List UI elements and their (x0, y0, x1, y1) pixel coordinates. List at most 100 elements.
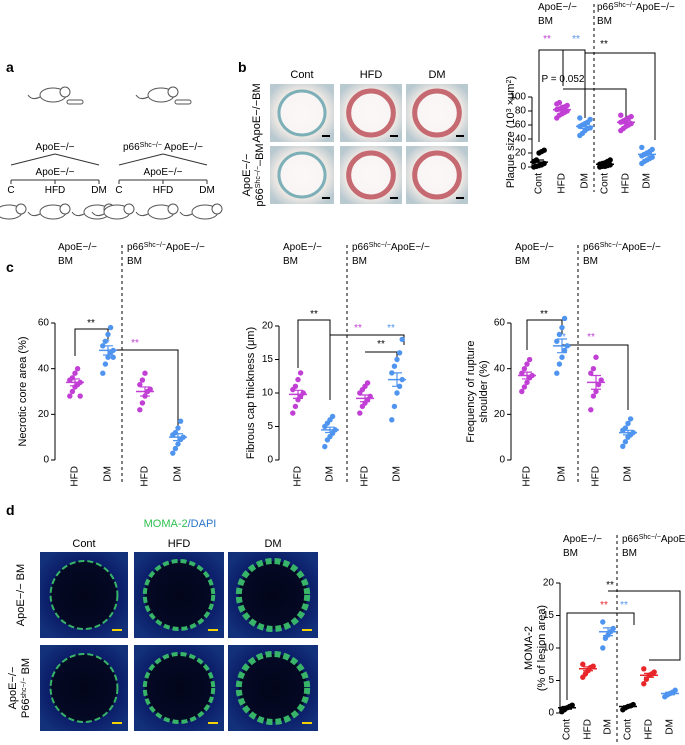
text-part: p66 (583, 242, 600, 253)
group-header: ApoE−/− (58, 242, 97, 253)
mouse-icon (27, 211, 41, 217)
group-header: BM (563, 548, 578, 559)
bone-icon (66, 99, 84, 105)
text-part: ApoE−/− (241, 154, 253, 197)
bone-icon (174, 99, 192, 105)
y-axis-label: Frequency of rupture (465, 340, 477, 442)
lesion (346, 88, 396, 138)
group-header: BM (352, 256, 367, 267)
significance: ** (600, 39, 608, 50)
data-point (77, 393, 83, 399)
data-point (69, 375, 76, 381)
error-bar (583, 666, 593, 672)
strain-label: p66Shc−/− ApoE−/− (123, 142, 203, 154)
x-tick-label: HFD (557, 173, 568, 194)
x-tick-label: Cont (623, 719, 634, 740)
group-label: HFD (45, 185, 66, 196)
data-point (600, 645, 606, 651)
data-point (74, 365, 81, 372)
text-part: BM (622, 548, 637, 559)
text-part: ApoE−/− (622, 242, 661, 253)
group-header: BM (515, 256, 530, 267)
x-tick-label: DM (392, 466, 403, 482)
significance: ** (620, 600, 628, 611)
text-part: p66 (123, 142, 140, 153)
data-point (102, 361, 109, 367)
text-part: BM (127, 256, 142, 267)
y-axis-label: (% of lesion area) (536, 605, 548, 691)
x-tick-label: HFD (583, 719, 594, 740)
data-point (559, 324, 565, 331)
data-point (297, 370, 304, 376)
text-part: ApoE−/− (515, 242, 554, 253)
mouse-icon (59, 86, 71, 98)
x-tick-label: HFD (644, 719, 655, 740)
data-point (600, 619, 606, 625)
error-bar (665, 691, 675, 696)
text-part: ApoE−/− (661, 534, 685, 545)
data-point (105, 331, 111, 338)
data-point (357, 410, 363, 416)
x-tick-label: DM (642, 173, 653, 189)
x-tick-label: HFD (621, 173, 632, 194)
group-header: ApoE−/− (283, 242, 322, 253)
strain-label: ApoE−/− (36, 142, 75, 153)
group-header: BM (583, 256, 598, 267)
bracket (563, 49, 586, 118)
text-part: BM (583, 256, 598, 267)
error-bar (557, 338, 567, 354)
data-point (649, 146, 655, 153)
y-tick-label: 0 (520, 162, 526, 173)
group-header: p66Shc−/−ApoE−/− (127, 242, 205, 254)
bracket (365, 351, 398, 362)
data-point (628, 113, 634, 120)
data-point (672, 687, 678, 693)
group-header: p66Shc−/−ApoE−/− (352, 242, 430, 254)
data-point (627, 416, 634, 422)
y-tick-label: 0 (43, 455, 49, 466)
mouse-icon (211, 203, 223, 215)
significance: ** (87, 318, 95, 329)
text-part: ApoE−/− (391, 242, 430, 253)
column-label: Cont (72, 538, 95, 550)
bracket (585, 52, 656, 140)
data-point (641, 681, 647, 687)
text-part: ApoE−/− (283, 242, 322, 253)
panel-label: d (6, 502, 15, 518)
text-part: ApoE−/− (58, 242, 97, 253)
error-bar (562, 705, 572, 710)
error-bar (293, 389, 303, 399)
y-tick-label: 10 (262, 388, 274, 399)
y-tick-label: 5 (548, 675, 554, 686)
group-header: ApoE−/− (538, 2, 577, 13)
data-point (622, 425, 629, 431)
data-point (556, 331, 563, 338)
text-part: MOMA-2 (523, 626, 535, 670)
x-tick-label: HFD (70, 466, 81, 487)
text-part: BM (515, 256, 530, 267)
significance: ** (606, 580, 614, 591)
x-tick-label: DM (665, 719, 676, 735)
data-point (292, 383, 299, 389)
data-point (391, 403, 398, 410)
lesion (49, 653, 119, 723)
y-axis-label: MOMA-2 (523, 626, 535, 670)
data-point (554, 370, 560, 376)
data-point (137, 381, 143, 388)
data-point (607, 157, 613, 163)
data-point (172, 445, 179, 452)
data-point (329, 413, 336, 420)
data-point (389, 417, 395, 423)
text-part: ApoE−/− (7, 667, 19, 710)
text-part: Fibrous cap thickness (μm) (245, 327, 257, 459)
y-tick-label: 40 (515, 134, 527, 145)
data-point (102, 338, 109, 344)
error-bar (325, 426, 335, 434)
mouse-icon (27, 94, 41, 100)
data-point (590, 365, 597, 372)
data-point (100, 370, 106, 376)
significance: ** (131, 338, 139, 349)
y-tick-label: 20 (262, 321, 274, 332)
bracket (566, 612, 635, 700)
text-part: ApoE−/− (636, 2, 675, 13)
